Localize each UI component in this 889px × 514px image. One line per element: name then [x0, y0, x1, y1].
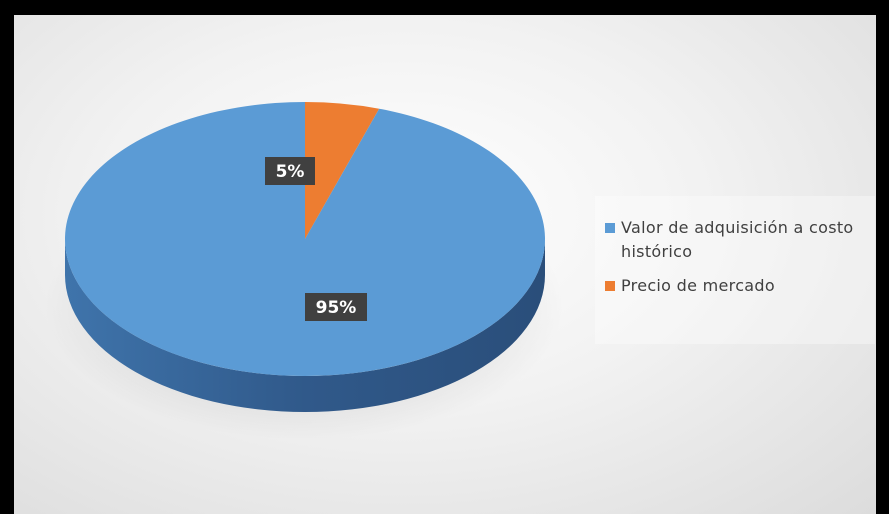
data-label-bg-1 [265, 157, 315, 185]
legend-item-precio: Precio de mercado [605, 274, 876, 298]
legend-item-valor: Valor de adquisición a costo histórico [605, 216, 876, 264]
chart-area: 95% 5% Valor de adquisición a costo histó… [14, 15, 876, 514]
pie-side-0 [65, 239, 545, 412]
data-label-0: 95% [305, 293, 367, 321]
data-label-1: 5% [265, 157, 315, 185]
data-label-bg-0 [305, 293, 367, 321]
data-label-text-0: 95% [316, 298, 357, 318]
legend-label-precio: Precio de mercado [621, 276, 775, 295]
pie-slice-0 [65, 102, 546, 377]
legend-label-valor: Valor de adquisición a costo histórico [621, 218, 854, 261]
legend-swatch-valor [605, 223, 615, 233]
legend: Valor de adquisición a costo histórico P… [595, 196, 875, 344]
data-label-text-1: 5% [276, 162, 305, 182]
pie-chart: 95% 5% [44, 102, 564, 440]
legend-swatch-precio [605, 281, 615, 291]
pie-slice-1 [305, 102, 380, 239]
